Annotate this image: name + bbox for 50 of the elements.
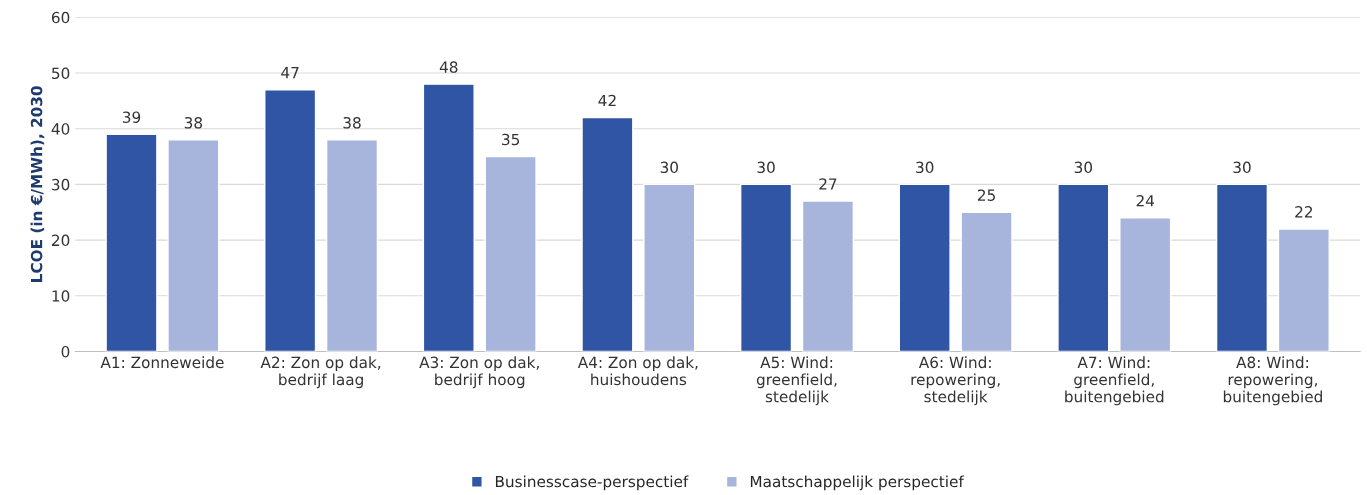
y-tick-label: 20 — [52, 234, 70, 247]
data-label: 48 — [439, 61, 458, 73]
bar — [581, 116, 634, 352]
data-label: 30 — [1233, 161, 1251, 174]
data-label: 30 — [757, 161, 775, 174]
legend-label: Maatschappelijk perspectief — [750, 475, 965, 491]
bar — [167, 139, 220, 352]
bar — [643, 183, 696, 352]
bar — [898, 183, 951, 352]
y-tick-label: 0 — [61, 345, 70, 358]
data-label: 24 — [1136, 194, 1155, 207]
x-tick-label: A2: Zon op dak, bedrijf laag — [260, 356, 381, 389]
y-tick-label: 30 — [52, 178, 70, 191]
y-tick-label: 60 — [51, 11, 70, 24]
bar — [1057, 183, 1110, 352]
y-tick-label: 50 — [52, 67, 70, 80]
bar — [105, 133, 158, 352]
y-tick-label: 40 — [51, 123, 70, 135]
bar — [1119, 217, 1172, 352]
y-tick-label: 10 — [52, 290, 70, 302]
x-tick-label: A6: Wind: repowering, stedelijk — [911, 356, 1000, 406]
data-label: 35 — [502, 133, 520, 146]
bar — [1277, 228, 1330, 352]
bar — [960, 211, 1013, 352]
bar — [739, 183, 793, 352]
data-label: 30 — [660, 161, 678, 174]
data-label: 27 — [819, 178, 837, 190]
data-label: 38 — [184, 116, 203, 129]
data-label: 39 — [122, 111, 141, 123]
x-tick-label: A5: Wind: greenfield, stedelijk — [756, 356, 837, 406]
data-label: 38 — [343, 116, 361, 129]
x-tick-label: A7: Wind: greenfield, buitengebied — [1065, 356, 1164, 406]
data-label: 42 — [598, 94, 616, 107]
x-tick-label: A1: Zonneweide — [100, 356, 224, 369]
bar — [801, 200, 855, 352]
bar — [484, 155, 537, 352]
y-axis-title: LCOE (in €/MWh), 2030 — [30, 86, 45, 282]
data-label: 30 — [1074, 161, 1093, 174]
data-label: 25 — [977, 189, 995, 201]
data-label: 30 — [916, 161, 934, 174]
bar — [264, 89, 317, 352]
x-tick-label: A8: Wind: repowering, buitengebied — [1223, 356, 1322, 406]
x-tick-label: A4: Zon op dak, huishoudens — [577, 356, 698, 386]
bar — [1215, 183, 1269, 352]
legend-label: Businesscase-perspectief — [495, 475, 689, 491]
bar — [325, 139, 379, 352]
bar — [422, 83, 475, 352]
data-label: 47 — [281, 67, 299, 79]
data-label: 22 — [1295, 206, 1313, 218]
x-tick-label: A3: Zon op dak, bedrijf hoog — [419, 356, 539, 389]
